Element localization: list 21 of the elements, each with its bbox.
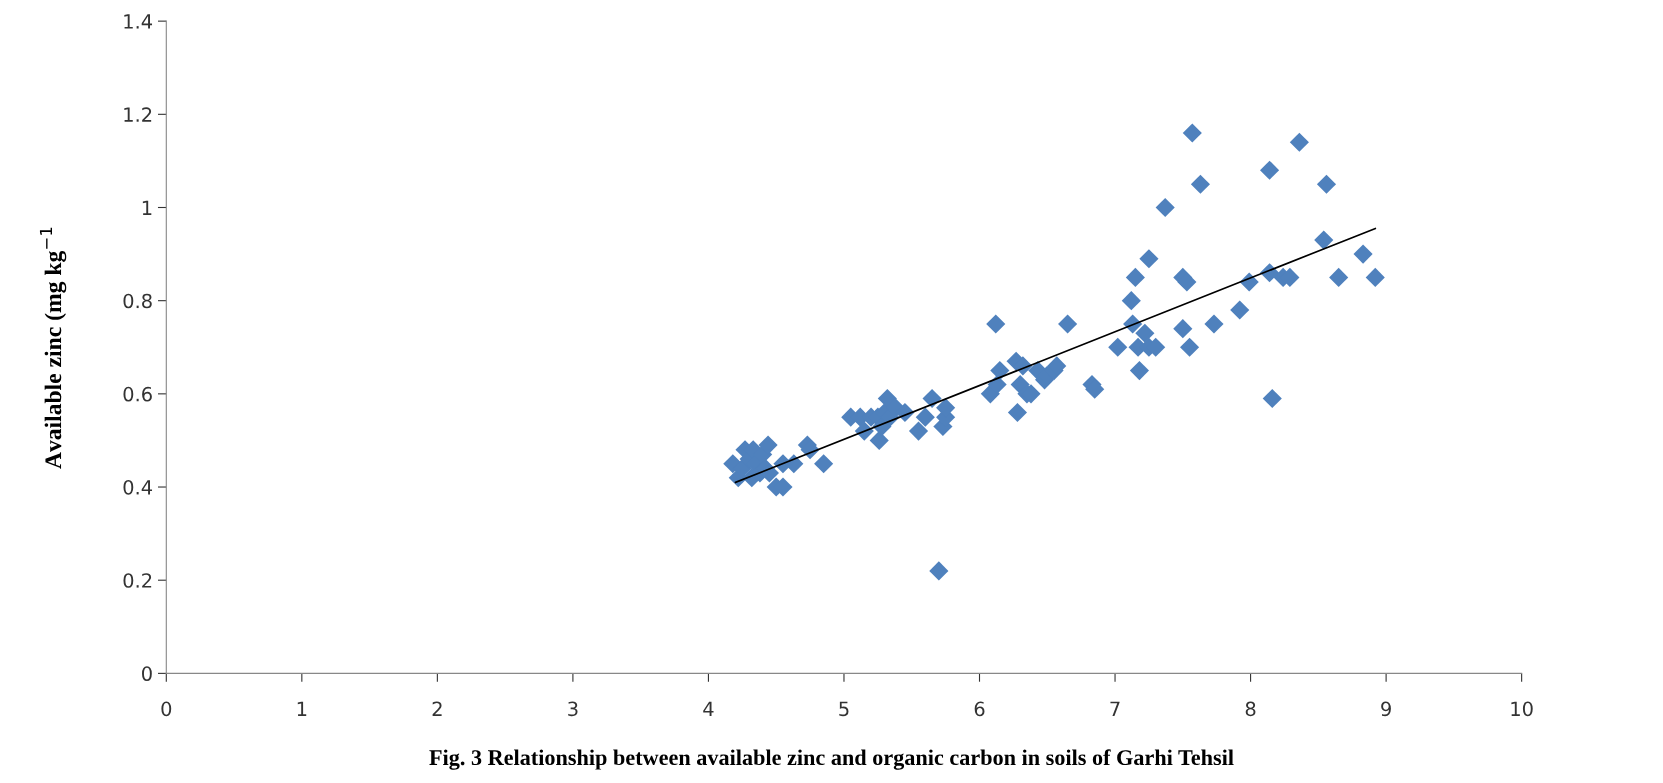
x-tick-label: 0 xyxy=(161,701,172,717)
x-tick-label: 4 xyxy=(703,701,714,716)
y-tick-label: 0.6 xyxy=(123,386,152,402)
x-tick-label: 8 xyxy=(1245,701,1256,717)
y-tick-label: 1.2 xyxy=(124,107,152,122)
x-tick-label: 2 xyxy=(432,701,442,716)
y-tick-label: 1 xyxy=(142,200,152,215)
text: Fig. 3 Relationship between available zinc and organic carbon in soils of Garhi Tehsil xyxy=(429,749,1234,770)
x-tick-label: 1 xyxy=(297,701,307,716)
y-axis-title: Available zinc (mg kg$^{−1}$ xyxy=(39,227,67,469)
x-tick-label: 3 xyxy=(568,701,578,717)
x-tick-label: 7 xyxy=(1110,701,1120,716)
y-tick-label: 0 xyxy=(142,666,152,682)
y-tick-label: 0.8 xyxy=(123,293,152,309)
x-tick-label: 10 xyxy=(1511,701,1533,717)
x-tick-label: 5 xyxy=(839,701,849,717)
y-tick-label: 0.4 xyxy=(123,479,153,495)
y-tick-label: 1.4 xyxy=(124,14,153,29)
x-tick-label: 9 xyxy=(1381,701,1391,717)
y-tick-label: 0.2 xyxy=(123,573,152,588)
x-tick-label: 6 xyxy=(974,701,985,717)
